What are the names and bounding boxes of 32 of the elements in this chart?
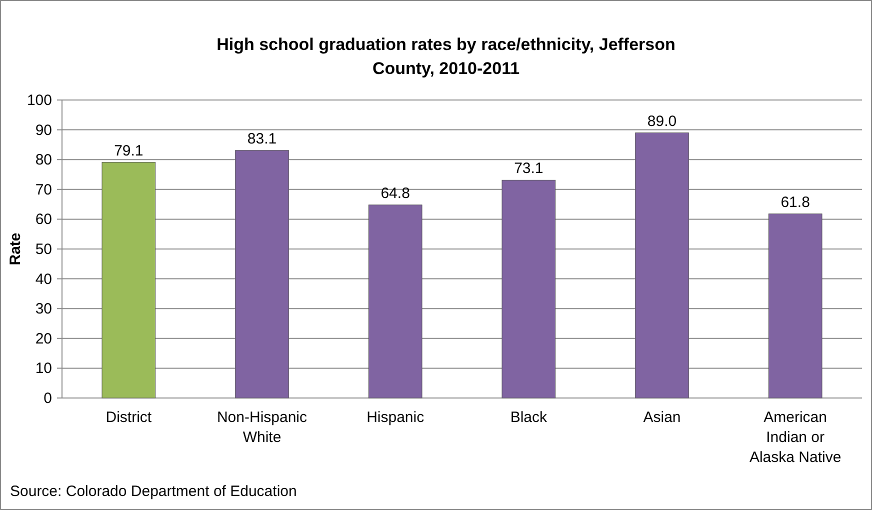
y-tick-label: 100 xyxy=(26,92,52,109)
x-tick-label: Asian xyxy=(643,409,681,426)
y-axis-title: Rate xyxy=(7,232,24,266)
x-tick-label: Black xyxy=(510,409,548,426)
y-tick-label: 70 xyxy=(35,181,52,198)
y-tick-label: 90 xyxy=(35,122,52,139)
y-tick-label: 60 xyxy=(35,211,52,228)
bar xyxy=(235,150,289,398)
data-label: 64.8 xyxy=(380,184,410,202)
y-tick-label: 20 xyxy=(35,330,52,348)
data-label: 61.8 xyxy=(780,194,810,211)
source-note: Source: Colorado Department of Education xyxy=(10,483,297,500)
data-label: 79.1 xyxy=(114,142,144,160)
data-label: 83.1 xyxy=(247,130,277,148)
bar xyxy=(502,180,556,398)
y-tick-label: 0 xyxy=(44,390,52,407)
chart-title: High school graduation rates by race/ethnicity, Jefferson County, 2010-2011 xyxy=(216,35,676,78)
y-tick-label: 50 xyxy=(35,241,52,258)
bar xyxy=(768,214,822,398)
x-tick-label: Hispanic xyxy=(366,409,425,426)
y-tick-label: 80 xyxy=(35,152,52,169)
bar xyxy=(635,132,689,398)
y-tick-label: 30 xyxy=(35,300,52,318)
bar xyxy=(102,162,156,398)
data-label: 73.1 xyxy=(514,160,544,178)
y-tick-label: 10 xyxy=(35,360,52,378)
x-tick-label: District xyxy=(106,409,152,426)
x-tick-label: American Indian or Alaska Native xyxy=(749,409,842,466)
y-tick-label: 40 xyxy=(35,270,52,288)
x-tick-label: Non-Hispanic White xyxy=(216,409,308,446)
bar xyxy=(368,204,422,398)
data-label: 89.0 xyxy=(647,112,677,130)
